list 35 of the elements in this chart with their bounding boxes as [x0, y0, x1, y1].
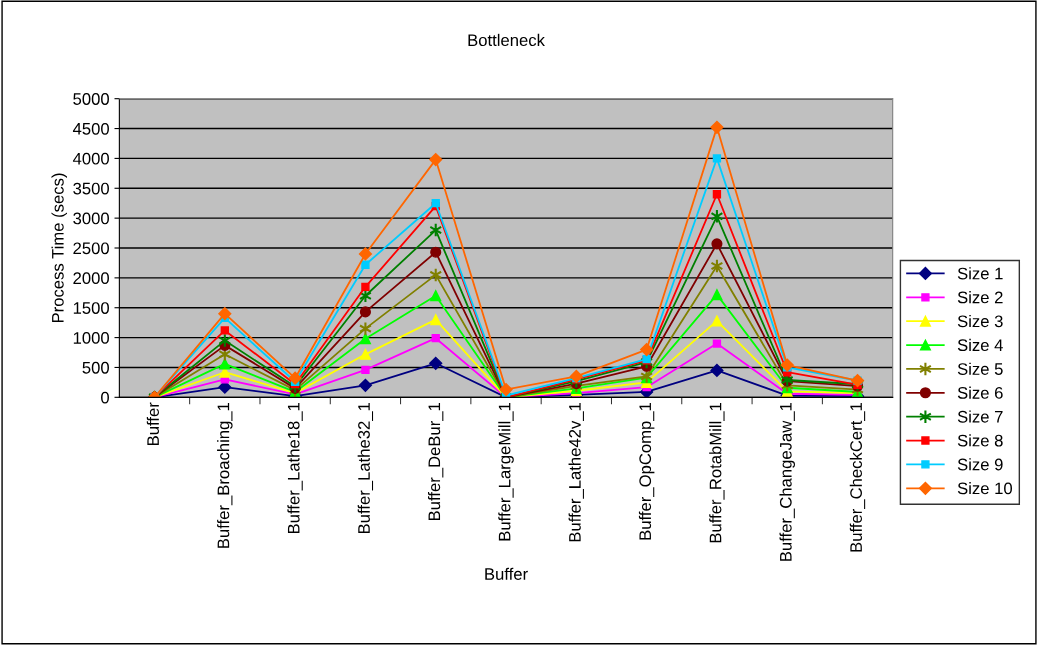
x-tick-label: Buffer_CheckCert_1 [849, 402, 866, 552]
legend-label: Size 9 [957, 458, 1003, 471]
y-tick-label: 3000 [73, 212, 109, 225]
x-tick-label: Buffer_ChangeJaw_1 [779, 402, 795, 561]
x-tick-label: Buffer_RotabMill_1 [709, 402, 725, 543]
y-axis-title: Process Time (secs) [51, 173, 68, 323]
legend-label: Size 7 [957, 410, 1003, 423]
y-tick-label: 4000 [72, 152, 109, 165]
legend-label: Size 8 [957, 434, 1003, 447]
x-axis-title: Buffer [485, 567, 528, 580]
x-tick-label: Buffer_Broaching_1 [217, 402, 233, 548]
legend-label: Size 3 [957, 314, 1003, 328]
y-tick-label: 2500 [73, 242, 109, 255]
x-tick-label: Buffer_LargeMill_1 [498, 402, 514, 541]
x-tick-label: Buffer_Lathe32_1 [357, 402, 374, 534]
y-tick-label: 500 [82, 361, 109, 374]
legend-label: Size 5 [957, 362, 1003, 375]
y-tick-label: 5000 [73, 93, 109, 105]
legend-label: Size 2 [957, 291, 1003, 304]
y-tick-label: 0 [101, 391, 109, 404]
x-tick-label: Buffer [146, 402, 159, 445]
x-tick-label: Buffer_Lathe42v_1 [568, 402, 584, 542]
legend-label: Size 1 [957, 267, 1003, 280]
y-tick-label: 1500 [73, 302, 109, 314]
chart-title: Bottleneck [468, 33, 545, 47]
x-tick-label: Buffer_Lathe18_1 [287, 402, 303, 534]
y-tick-label: 1000 [73, 331, 109, 344]
legend-label: Size 4 [957, 338, 1003, 352]
y-tick-label: 4500 [72, 122, 109, 135]
legend-label: Size 6 [957, 386, 1003, 399]
x-tick-label: Buffer_DeBur_1 [427, 402, 444, 521]
x-tick-label: Buffer_OpComp_1 [638, 402, 655, 540]
y-tick-label: 3500 [73, 182, 109, 195]
legend-label: Size 10 [957, 482, 1013, 495]
y-tick-label: 2000 [73, 272, 109, 285]
